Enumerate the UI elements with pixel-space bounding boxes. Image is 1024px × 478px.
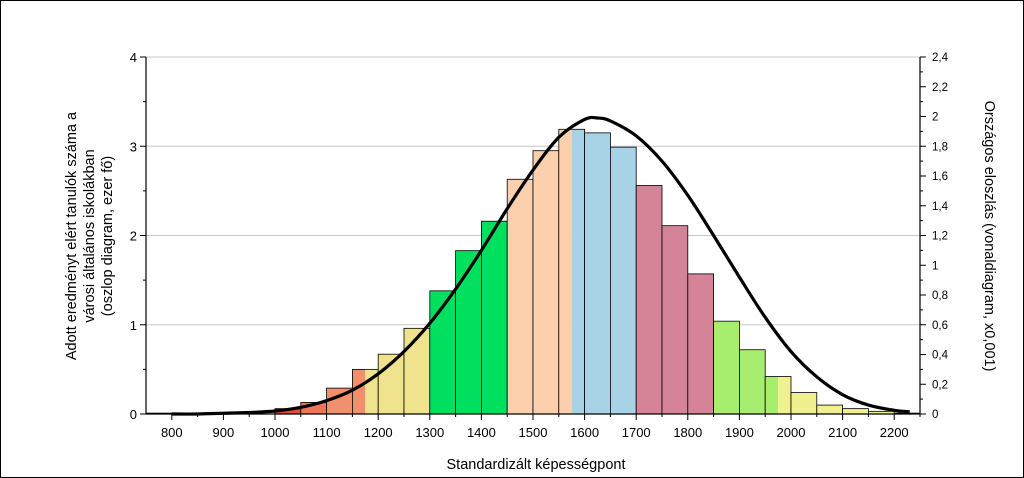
bar — [816, 404, 843, 415]
bar — [713, 320, 740, 415]
y-left-tick-label: 0 — [130, 407, 137, 422]
bar — [687, 273, 714, 415]
bar-fill-segment — [571, 129, 585, 415]
bar-fill-segment — [868, 411, 895, 414]
bar-fill-segment — [558, 129, 572, 415]
bar-fill-segment — [791, 392, 817, 414]
y-right-tick-label: 0 — [932, 409, 938, 421]
bar — [480, 220, 508, 415]
bar — [739, 349, 766, 415]
y-left-tick-label: 3 — [130, 139, 137, 154]
y-right-tick-label: 0,4 — [932, 350, 949, 362]
y-right-tick-label: 0,8 — [932, 290, 948, 302]
y-right-tick-label: 1,8 — [932, 141, 948, 153]
bar — [455, 250, 482, 415]
bar-fill-segment — [687, 273, 714, 414]
bar-fill-segment — [429, 290, 456, 414]
bar-fill-segment — [507, 179, 533, 414]
bar-fill-segment — [816, 405, 843, 414]
bar-fill-segment — [481, 221, 508, 414]
y-right-axis-title: Országos eloszlás (vonaldiagram, x0,001) — [981, 101, 997, 372]
x-tick-label: 1700 — [622, 425, 651, 440]
y-left-title-line-3: (oszlop diagram, ezer fő) — [100, 156, 116, 316]
bar-fill-segment — [352, 369, 366, 414]
y-right-tick-label: 0,2 — [932, 379, 948, 391]
y-right-tick-label: 1 — [932, 260, 938, 272]
bar — [584, 132, 611, 415]
bar — [635, 185, 663, 415]
y-left-title-line-2: városi általános iskolákban — [82, 149, 98, 322]
y-left-tick-label: 4 — [130, 50, 137, 65]
bar — [790, 392, 818, 415]
y-right-tick-label: 1,4 — [932, 201, 949, 213]
bar-fill-segment — [765, 376, 779, 414]
x-tick-label: 1800 — [673, 425, 702, 440]
bar-fill-segment — [584, 132, 611, 415]
x-tick-label: 1900 — [725, 425, 754, 440]
bar — [842, 408, 869, 415]
bar — [764, 376, 792, 415]
bar-fill-segment — [533, 150, 559, 414]
x-tick-label: 1100 — [313, 425, 341, 440]
y-left-title-line-1: Adott eredményt elért tanulók száma a — [64, 111, 80, 360]
x-tick-label: 1600 — [570, 425, 599, 440]
national-distribution-curve — [171, 115, 910, 416]
x-tick-label: 800 — [161, 425, 183, 440]
bar — [429, 290, 456, 415]
bar-fill-segment — [455, 250, 482, 414]
bar-fill-segment — [636, 185, 662, 414]
bar — [506, 178, 534, 415]
x-tick-label: 2200 — [880, 425, 909, 440]
bar — [661, 225, 689, 415]
y-left-tick-label: 1 — [130, 318, 137, 333]
y-left-tick-label: 2 — [130, 229, 137, 244]
x-tick-label: 1000 — [261, 425, 290, 440]
bar-fill-segment — [300, 402, 327, 414]
y-right-axis-ticks: 0 0,2 0,4 0,6 0,8 1 1,2 1,4 1,6 1,8 2 2,2 2,4 — [920, 52, 949, 421]
y-right-tick-label: 0,6 — [932, 320, 948, 332]
y-right-tick-label: 2 — [932, 112, 938, 124]
y-left-axis-title: Adott eredményt elért tanulók száma a vá… — [64, 111, 116, 360]
x-axis-title: Standardizált képességpont — [447, 457, 626, 473]
x-tick-label: 2100 — [828, 425, 857, 440]
x-tick-label: 1200 — [364, 425, 393, 440]
bar-fill-segment — [275, 408, 301, 414]
bar-fill-segment — [842, 408, 869, 414]
y-right-tick-label: 2,4 — [932, 52, 949, 64]
bar — [610, 146, 637, 415]
y-right-tick-label: 2,2 — [932, 82, 948, 94]
bars — [145, 128, 921, 415]
bar-fill-segment — [610, 147, 637, 414]
bar — [403, 327, 431, 415]
bar-fill-segment — [404, 328, 430, 414]
bar — [532, 150, 560, 415]
x-tick-label: 2000 — [777, 425, 806, 440]
bar-fill-segment — [778, 376, 791, 414]
x-tick-label: 1300 — [415, 425, 444, 440]
x-tick-label: 1400 — [467, 425, 496, 440]
bar-fill-segment — [713, 321, 740, 414]
x-axis-ticks: 800 900 1000 1100 1200 1300 1400 1500 1600 1700 18… — [161, 414, 921, 440]
y-right-axis-title-group: Országos eloszlás (vonaldiagram, x0,001) — [981, 101, 997, 372]
y-left-axis-ticks: 0 1 2 3 4 — [130, 50, 146, 422]
bar-fill-segment — [662, 225, 688, 414]
x-tick-label: 1500 — [519, 425, 548, 440]
y-right-tick-label: 1,6 — [932, 171, 948, 183]
bar-fill-segment — [739, 349, 766, 414]
x-tick-label: 900 — [213, 425, 235, 440]
bar — [558, 128, 585, 415]
y-right-tick-label: 1,2 — [932, 231, 948, 243]
